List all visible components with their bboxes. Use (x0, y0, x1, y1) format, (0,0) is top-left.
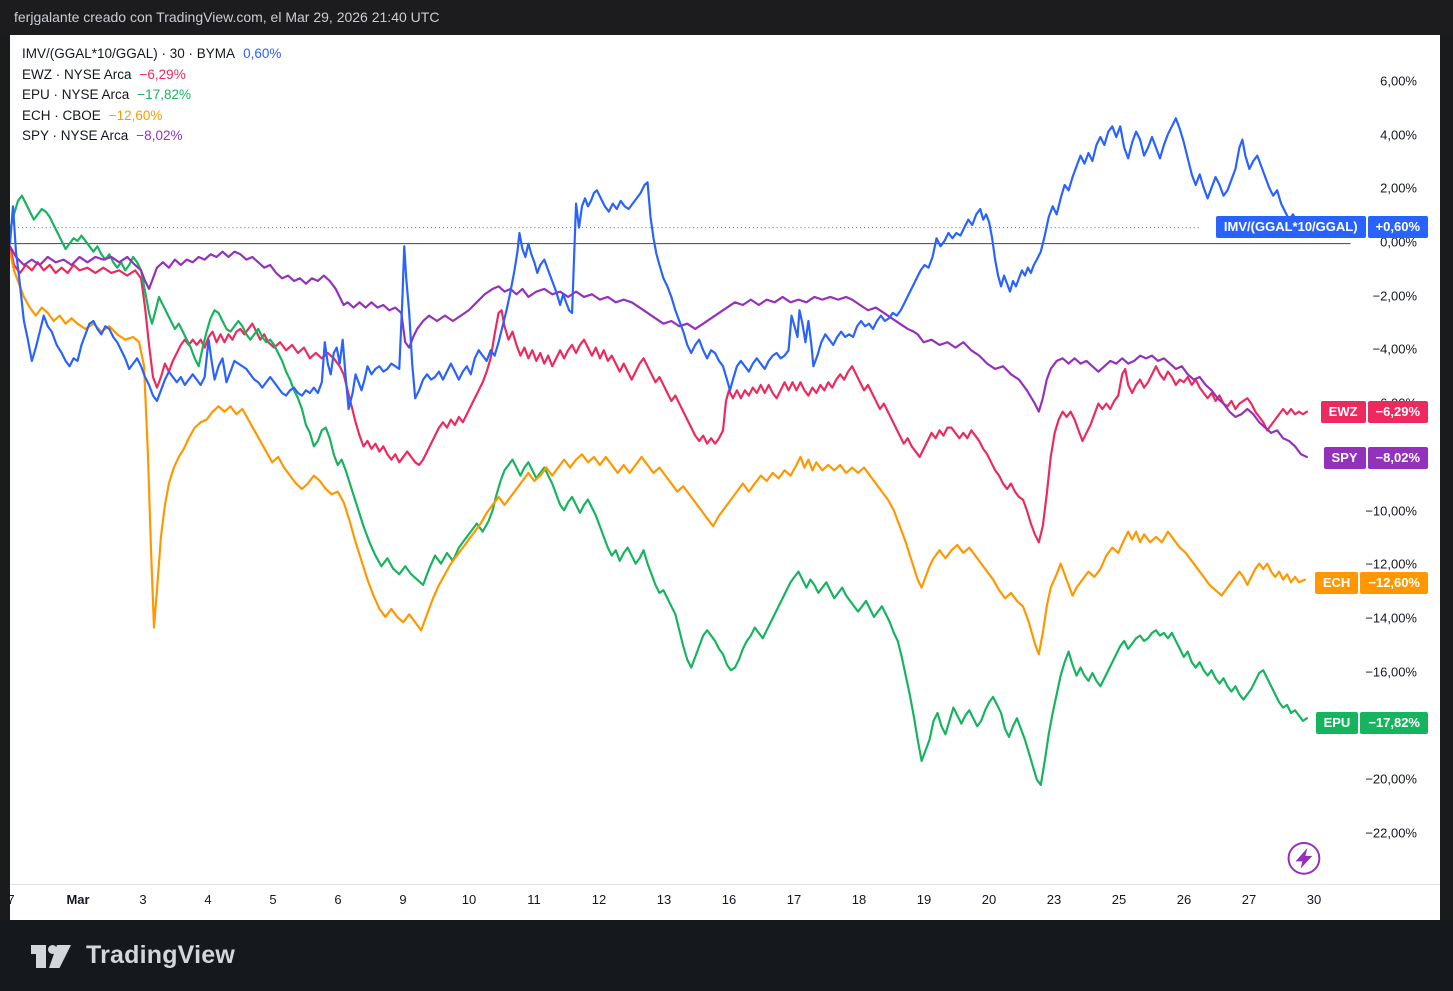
time-axis-label: 17 (786, 892, 802, 907)
flash-icon[interactable] (1287, 841, 1321, 875)
price-badge-ech[interactable]: ECH −12,60% (1314, 572, 1428, 594)
time-axis-label: 18 (851, 892, 867, 907)
legend-symbol: SPY · NYSE Arca (22, 128, 129, 143)
legend-change-value: −8,02% (136, 128, 183, 143)
price-badge-symbol: EWZ (1320, 401, 1366, 423)
legend-symbol: EPU · NYSE Arca (22, 87, 130, 102)
price-badge-symbol: SPY (1323, 447, 1366, 469)
time-axis-label: 19 (916, 892, 932, 907)
price-scale-label: −2,00% (1372, 288, 1417, 304)
legend-row-0[interactable]: IMV/(GGAL*10/GGAL) · 30 · BYMA 0,60% (22, 44, 281, 65)
grid-lines (10, 227, 1351, 245)
price-badge-value: +0,60% (1367, 216, 1428, 238)
price-scale-label: −16,00% (1365, 664, 1417, 680)
price-scale-label: −20,00% (1365, 771, 1417, 787)
time-axis-label: 20 (981, 892, 997, 907)
attribution-bar: ferjgalante creado con TradingView.com, … (0, 0, 1453, 35)
footer-bar: TradingView (0, 920, 1453, 991)
tradingview-wordmark: TradingView (86, 941, 236, 969)
price-scale-label: −14,00% (1365, 610, 1417, 626)
legend-symbol: EWZ · NYSE Arca (22, 66, 132, 82)
price-badge-symbol: ECH (1314, 572, 1359, 594)
legend-row-3[interactable]: ECH · CBOE −12,60% (22, 106, 281, 127)
price-badge-ewz[interactable]: EWZ −6,29% (1320, 401, 1428, 423)
price-scale-label: −12,00% (1365, 556, 1417, 572)
legend-symbol: ECH · CBOE (22, 107, 101, 123)
price-badge-value: −12,60% (1360, 572, 1428, 594)
price-scale-label: −22,00% (1365, 825, 1417, 841)
legend-change-value: −12,60% (108, 107, 163, 123)
price-scale-label: 2,00% (1380, 180, 1417, 196)
price-scale-label: −4,00% (1372, 341, 1417, 357)
time-axis-label: 27 (1241, 892, 1257, 907)
price-badge-value: −8,02% (1367, 447, 1428, 469)
legend: IMV/(GGAL*10/GGAL) · 30 · BYMA 0,60% EWZ ·… (22, 44, 281, 147)
time-axis-label: 4 (204, 892, 212, 907)
time-axis[interactable]: 7 Mar 3 4 5 6 9 10 11 12 13 16 17 18 19 20 23 25 26 27 30 (7, 884, 1440, 920)
price-badge-value: −17,82% (1360, 712, 1428, 734)
series-line-ewz (10, 245, 1309, 544)
price-badge-imv-ggal-10-ggal-[interactable]: IMV/(GGAL*10/GGAL) +0,60% (1215, 216, 1428, 238)
time-axis-label: 25 (1111, 892, 1127, 907)
time-axis-label: 11 (527, 892, 541, 907)
series-lines (10, 117, 1309, 787)
price-badge-symbol: IMV/(GGAL*10/GGAL) (1215, 216, 1366, 238)
tradingview-logo-icon (31, 944, 71, 968)
price-badge-spy[interactable]: SPY −8,02% (1323, 447, 1428, 469)
time-axis-label: 13 (656, 892, 672, 907)
price-badge-value: −6,29% (1367, 401, 1428, 423)
time-axis-label: 16 (721, 892, 737, 907)
time-axis-label: 23 (1046, 892, 1062, 907)
time-axis-label: 5 (269, 892, 277, 907)
series-line-ech (10, 250, 1307, 656)
time-axis-label: 30 (1306, 892, 1322, 907)
legend-row-4[interactable]: SPY · NYSE Arca −8,02% (22, 126, 281, 147)
price-scale-label: −10,00% (1365, 503, 1417, 518)
price-badge-epu[interactable]: EPU −17,82% (1315, 712, 1428, 734)
legend-change-value: 0,60% (243, 46, 282, 61)
time-axis-label: 12 (591, 892, 607, 907)
series-line-epu (10, 194, 1309, 787)
legend-change-value: −17,82% (137, 87, 191, 102)
time-axis-label: 7 (7, 892, 15, 907)
time-axis-label: 9 (399, 892, 407, 907)
legend-row-2[interactable]: EPU · NYSE Arca −17,82% (22, 85, 281, 106)
price-scale-label: 6,00% (1380, 73, 1417, 89)
series-line-spy (10, 245, 1309, 459)
price-badge-symbol: EPU (1315, 712, 1359, 734)
time-axis-label: Mar (66, 892, 90, 907)
price-scale-label: 0,00% (1380, 234, 1417, 250)
price-scale-label: 4,00% (1380, 127, 1417, 143)
legend-row-1[interactable]: EWZ · NYSE Arca −6,29% (22, 65, 281, 86)
price-chart-canvas[interactable] (10, 35, 1440, 920)
chart-panel: IMV/(GGAL*10/GGAL) · 30 · BYMA 0,60% EWZ ·… (7, 35, 1440, 920)
attribution-text: ferjgalante creado con TradingView.com, … (14, 9, 440, 25)
time-axis-label: 10 (461, 892, 477, 907)
time-axis-label: 26 (1176, 892, 1192, 907)
time-axis-label: 6 (334, 892, 342, 907)
legend-change-value: −6,29% (139, 66, 186, 82)
time-axis-label: 3 (139, 892, 147, 907)
legend-symbol: IMV/(GGAL*10/GGAL) · 30 · BYMA (22, 46, 236, 61)
tradingview-brand[interactable]: TradingView (30, 941, 235, 971)
series-line-imv-ggal-10-ggal- (10, 117, 1307, 411)
